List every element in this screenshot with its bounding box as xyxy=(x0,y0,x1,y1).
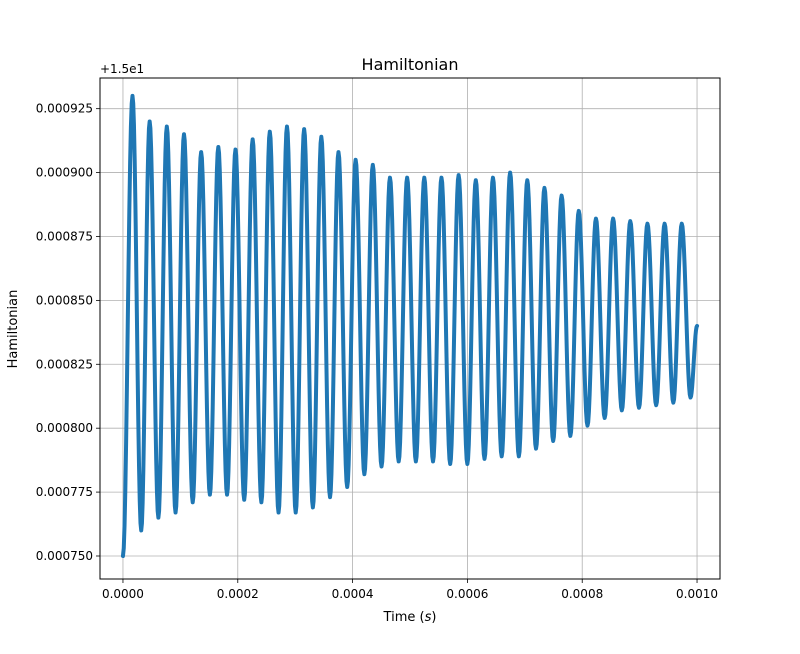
x-tick-label: 0.0010 xyxy=(676,587,718,601)
y-tick-label: 0.000825 xyxy=(36,357,93,371)
x-tick-label: 0.0008 xyxy=(561,587,603,601)
y-tick-label: 0.000800 xyxy=(36,421,93,435)
y-tick-label: 0.000775 xyxy=(36,485,93,499)
y-axis-label: Hamiltonian xyxy=(6,290,21,369)
y-tick-label: 0.000750 xyxy=(36,549,93,563)
plot-frame xyxy=(99,77,721,580)
x-tick-label: 0.0004 xyxy=(332,587,374,601)
tick-marks xyxy=(96,108,698,583)
y-tick-label: 0.000900 xyxy=(36,166,93,180)
x-tick-label: 0.0006 xyxy=(446,587,488,601)
y-tick-label: 0.000875 xyxy=(36,229,93,243)
y-tick-label: 0.000925 xyxy=(36,102,93,116)
x-tick-label: 0.0002 xyxy=(217,587,259,601)
x-tick-label: 0.0000 xyxy=(102,587,144,601)
y-tick-label: 0.000850 xyxy=(36,293,93,307)
y-offset-text: +1.5e1 xyxy=(100,62,144,76)
tick-labels: 0.0000 0.0002 0.0004 0.0006 0.0008 0.0010 0.00… xyxy=(36,102,718,601)
hamiltonian-series-line xyxy=(120,93,700,558)
x-axis-label: Time (s) xyxy=(383,610,437,625)
chart-title: Hamiltonian xyxy=(362,55,459,74)
series-layer xyxy=(120,93,700,558)
